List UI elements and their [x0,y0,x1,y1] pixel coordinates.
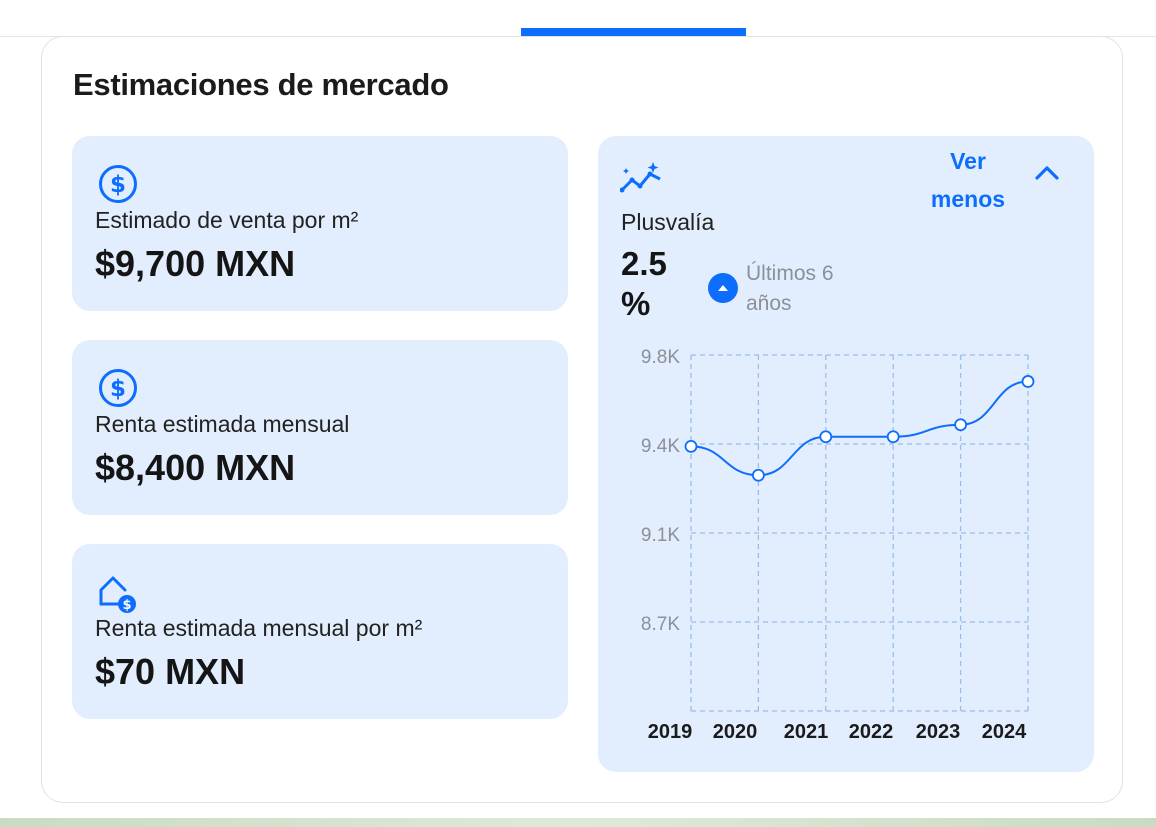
data-point[interactable] [954,418,968,432]
dollar-circle-icon: $ [96,366,140,410]
svg-text:$: $ [110,376,126,402]
data-point[interactable] [684,440,698,453]
x-tick-label: 2024 [982,721,1027,743]
y-tick-label: 9.8K [641,347,680,368]
data-point[interactable] [1021,375,1035,388]
stat-value: $9,700 MXN [95,243,296,284]
y-tick-label: 9.4K [641,436,680,457]
plusvalia-value: 2.5 % [621,245,667,322]
chevron-up-icon[interactable] [1034,164,1060,187]
x-tick-label: 2019 [648,721,693,743]
x-tick-label: 2023 [916,721,961,743]
plusvalia-label: Plusvalía [621,209,715,235]
section-title: Estimaciones de mercado [73,67,449,102]
series-line [690,380,1029,477]
see-less-button[interactable]: Ver menos [930,148,1006,212]
data-point[interactable] [886,430,900,444]
house-dollar-icon: $ [96,570,140,614]
svg-text:$: $ [110,172,126,198]
rent-estimate-card: $ Renta estimada mensual $8,400 MXN [72,340,568,515]
sparkle-trend-icon [619,162,664,203]
y-tick-label: 9.1K [641,525,680,546]
plusvalia-chart: 9.8K 9.4K 9.1K 8.7K 2019 2020 2021 2022 2023 2024 [641,347,1035,743]
rent-per-m2-card: $ Renta estimada mensual por m² $70 MXN [72,544,568,719]
y-tick-label: 8.7K [641,614,680,635]
period-label: Últimos 6 años [746,262,834,315]
arrow-up-icon [708,273,738,303]
stat-label: Renta estimada mensual [95,411,350,437]
active-tab-indicator [521,28,746,36]
plusvalia-card: Ver menos Plusvalía 2.5 % Últimos 6 años… [598,136,1094,772]
stat-label: Renta estimada mensual por m² [95,615,423,641]
bottom-strip [0,818,1156,827]
sale-estimate-card: $ Estimado de venta por m² $9,700 MXN [72,136,568,311]
market-estimates-card: Estimaciones de mercado $ Estimado de ve… [41,36,1123,803]
data-point[interactable] [819,430,833,444]
data-point[interactable] [751,468,765,482]
stat-value: $8,400 MXN [95,447,296,488]
x-tick-label: 2020 [713,721,758,743]
svg-text:$: $ [122,598,131,613]
stat-value: $70 MXN [95,651,246,692]
stat-label: Estimado de venta por m² [95,207,359,233]
x-tick-label: 2021 [784,721,829,743]
x-tick-label: 2022 [849,721,894,743]
dollar-circle-icon: $ [96,162,140,206]
